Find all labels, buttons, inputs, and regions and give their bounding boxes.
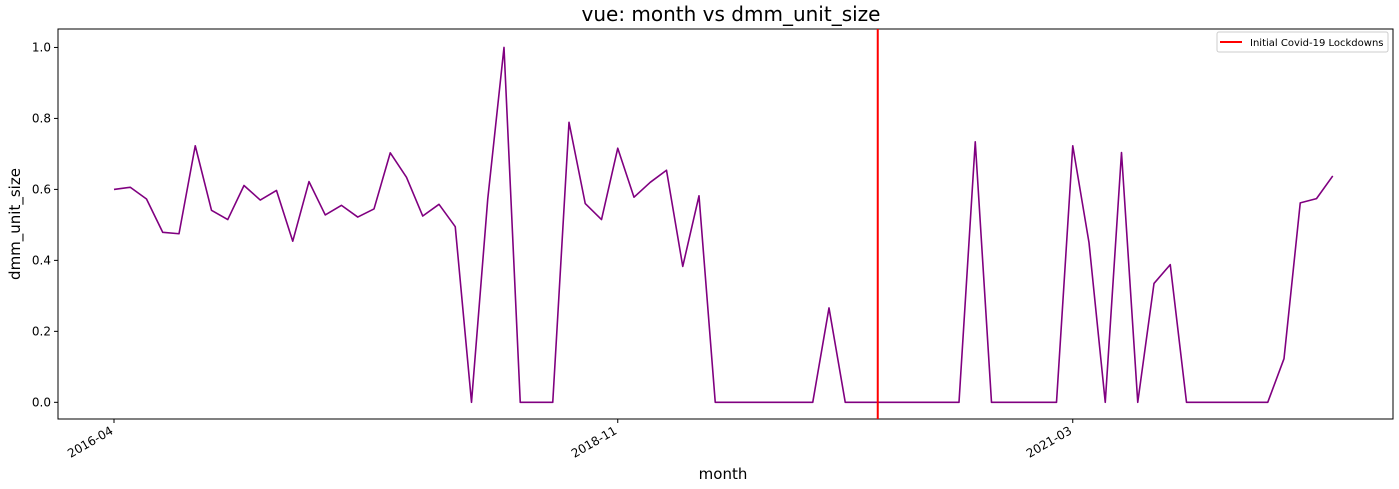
y-tick-label: 0.8 [32, 111, 51, 125]
y-tick-label: 1.0 [32, 40, 51, 54]
x-axis: 2016-04 2018-11 2021-03 [65, 419, 1074, 461]
series-layer [113, 46, 1334, 404]
x-tick-label: 2016-04 [65, 423, 115, 460]
legend: Initial Covid-19 Lockdowns [1216, 31, 1389, 53]
y-axis-title: dmm_unit_size [6, 168, 25, 280]
x-tick-label: 2021-03 [1024, 423, 1074, 460]
chart-title: vue: month vs dmm_unit_size [582, 2, 881, 26]
plot-frame [57, 28, 1394, 420]
y-tick-label: 0.6 [32, 182, 51, 196]
legend-box [1216, 31, 1389, 53]
series-line [113, 46, 1334, 404]
legend-label: Initial Covid-19 Lockdowns [1250, 38, 1384, 49]
y-tick-label: 0.2 [32, 324, 51, 338]
x-axis-title: month [699, 465, 748, 483]
y-axis: 0.0 0.2 0.4 0.6 0.8 1.0 [32, 40, 58, 409]
y-tick-label: 0.4 [32, 253, 51, 267]
y-tick-label: 0.0 [32, 395, 51, 409]
x-tick-label: 2018-11 [569, 423, 619, 460]
